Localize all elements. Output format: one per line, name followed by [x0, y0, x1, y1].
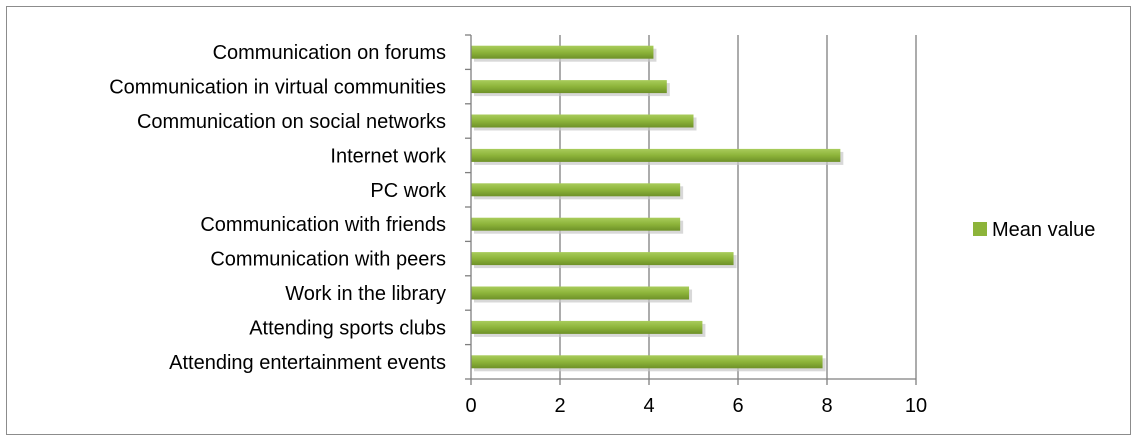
- category-label: Attending entertainment events: [169, 352, 446, 374]
- bar: [471, 217, 681, 231]
- bar: [471, 45, 654, 59]
- bar: [471, 355, 823, 369]
- category-label: Attending sports clubs: [249, 317, 446, 339]
- category-label: Communication in virtual communities: [109, 77, 446, 99]
- bar: [471, 320, 703, 334]
- bar: [471, 286, 690, 300]
- bar: [471, 80, 667, 94]
- category-label: PC work: [370, 180, 447, 202]
- category-label: Communication with peers: [210, 249, 446, 271]
- legend-label: Mean value: [992, 219, 1095, 241]
- category-label: Internet work: [330, 145, 447, 167]
- category-label: Communication on forums: [213, 42, 446, 64]
- x-tick-label: 0: [465, 395, 476, 417]
- x-tick-label: 4: [643, 395, 654, 417]
- bars: [471, 45, 844, 372]
- bar: [471, 148, 841, 162]
- bar: [471, 183, 681, 197]
- axes: [465, 34, 916, 385]
- x-tick-labels: 0 2 4 6 8 10: [465, 395, 927, 417]
- category-labels: Communication on forums Communication in …: [109, 42, 447, 374]
- legend: Mean value: [973, 219, 1095, 241]
- bar: [471, 114, 694, 128]
- category-label: Communication with friends: [200, 214, 446, 236]
- legend-swatch: [973, 222, 987, 236]
- category-label: Work in the library: [285, 283, 446, 305]
- x-tick-label: 6: [732, 395, 743, 417]
- category-label: Communication on social networks: [137, 111, 446, 133]
- bar: [471, 252, 734, 266]
- x-tick-label: 2: [554, 395, 565, 417]
- x-tick-label: 8: [821, 395, 832, 417]
- x-tick-label: 10: [905, 395, 927, 417]
